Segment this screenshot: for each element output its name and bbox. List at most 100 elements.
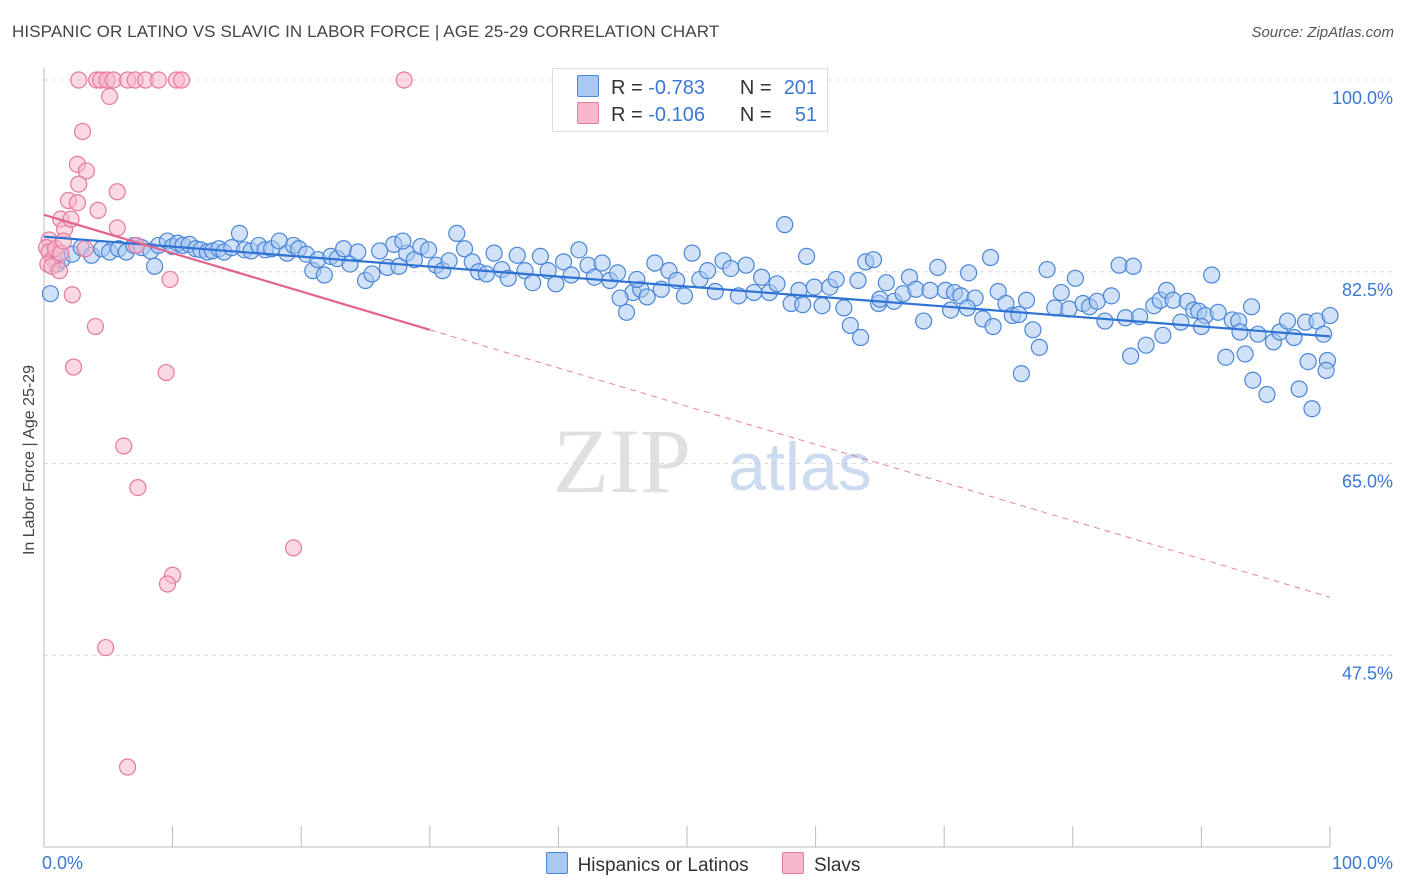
- legend-label-hispanics: Hispanics or Latinos: [577, 855, 749, 876]
- data-point: [1217, 348, 1235, 366]
- data-point: [1278, 312, 1297, 330]
- data-point: [1154, 326, 1172, 344]
- data-point: [97, 638, 115, 657]
- data-point: [315, 266, 333, 284]
- data-point: [1285, 328, 1303, 347]
- data-point: [628, 270, 646, 289]
- data-point: [752, 268, 771, 286]
- legend-swatch-hispanics: [545, 852, 568, 874]
- trend-line-slavs: [43, 213, 431, 331]
- series-slavs-points: [37, 71, 413, 776]
- trend-lines: [43, 213, 1331, 598]
- data-point: [158, 575, 177, 593]
- data-point: [562, 266, 580, 284]
- y-tick-label: 65.0%: [1342, 472, 1393, 492]
- data-point: [593, 254, 611, 272]
- r-value: -0.106: [648, 104, 705, 126]
- data-point: [797, 247, 816, 266]
- data-point: [989, 282, 1007, 301]
- data-point: [1116, 309, 1135, 327]
- data-point: [68, 194, 87, 212]
- source-label: Source: ZipAtlas.com: [1251, 24, 1394, 41]
- data-point: [942, 301, 960, 319]
- legend-label-slavs: Slavs: [813, 855, 861, 876]
- y-tick-label: 82.5%: [1342, 280, 1393, 300]
- data-point: [1172, 313, 1190, 331]
- data-point: [617, 303, 636, 321]
- data-point: [1244, 371, 1262, 389]
- data-point: [145, 257, 164, 275]
- grid-lines: [44, 79, 1392, 656]
- data-point: [1303, 400, 1321, 418]
- swatch-hispanics: [577, 75, 599, 97]
- data-point: [118, 758, 137, 776]
- legend-swatch-slavs: [781, 852, 804, 874]
- data-point: [129, 479, 147, 497]
- data-point: [70, 175, 88, 193]
- n-value: 201: [783, 77, 818, 99]
- watermark-atlas: atlas: [728, 429, 872, 505]
- data-point: [531, 247, 549, 266]
- watermark-zip: ZIP: [553, 410, 691, 512]
- data-point: [1046, 299, 1064, 317]
- data-point: [455, 240, 474, 258]
- data-point: [683, 244, 701, 262]
- data-point: [1066, 269, 1084, 287]
- data-point: [1102, 287, 1120, 305]
- data-point: [349, 243, 367, 261]
- data-point: [608, 264, 627, 282]
- data-point: [230, 224, 249, 242]
- data-point: [827, 270, 845, 289]
- data-point: [852, 328, 870, 347]
- data-point: [871, 290, 889, 308]
- data-point: [76, 240, 94, 258]
- data-point: [737, 256, 755, 274]
- n-value: 51: [794, 104, 818, 126]
- data-point: [1096, 312, 1114, 330]
- data-point: [611, 289, 629, 307]
- axes: [43, 68, 1331, 848]
- data-point: [722, 259, 740, 278]
- data-point: [115, 437, 133, 455]
- data-point: [41, 285, 60, 303]
- data-point: [1231, 323, 1249, 341]
- n-label: N =: [739, 77, 772, 99]
- data-point: [915, 312, 933, 330]
- data-point: [813, 297, 831, 315]
- data-point: [981, 248, 1000, 267]
- y-tick-label: 100.0%: [1332, 88, 1393, 108]
- r-label: R =: [611, 77, 643, 99]
- data-point: [864, 251, 883, 269]
- data-point: [390, 257, 408, 275]
- stats-row-slavs: R = -0.106 N = 51: [577, 102, 817, 126]
- data-point: [64, 358, 83, 376]
- data-point: [508, 246, 526, 264]
- y-tick-label: 47.5%: [1342, 663, 1393, 683]
- legend-item-hispanics[interactable]: Hispanics or Latinos: [545, 852, 749, 877]
- data-point: [394, 232, 412, 250]
- data-point: [524, 274, 542, 292]
- data-point: [877, 274, 895, 292]
- data-point: [108, 183, 126, 201]
- data-point: [921, 281, 939, 299]
- legend-item-slavs[interactable]: Slavs: [781, 852, 861, 877]
- data-point: [1110, 256, 1128, 274]
- data-point: [675, 287, 694, 305]
- data-point: [363, 265, 381, 283]
- watermark: ZIP atlas: [553, 410, 872, 512]
- data-point: [54, 232, 72, 250]
- data-point: [173, 71, 191, 89]
- data-point: [1038, 260, 1056, 279]
- data-point: [1209, 303, 1227, 321]
- stats-legend: R = -0.783 N = 201 R = -0.106 N = 51: [552, 68, 828, 132]
- data-point: [907, 280, 925, 298]
- data-point: [73, 122, 92, 141]
- data-point: [849, 271, 867, 290]
- swatch-slavs: [577, 102, 599, 124]
- data-point: [440, 252, 458, 270]
- data-point: [1024, 321, 1042, 339]
- series-hispanics-points: [41, 216, 1339, 418]
- data-point: [1242, 298, 1261, 316]
- data-point: [984, 317, 1002, 336]
